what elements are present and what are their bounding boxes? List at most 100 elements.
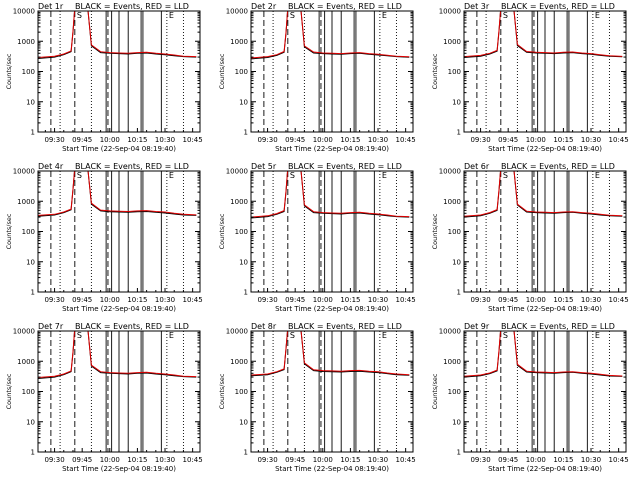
x-tick-label: 09:30 [470, 296, 490, 304]
detector-panel: S E 1 10 100 1000 10000 09:30 09:45 10:00 10:15 10:… [431, 2, 629, 153]
y-tick-label: 10 [452, 98, 461, 106]
y-tick-label: 10 [239, 258, 248, 266]
marker-label-end: E [382, 331, 387, 340]
y-tick-label: 10000 [226, 168, 248, 176]
x-tick-label: 10:15 [127, 136, 147, 144]
x-tick-label: 10:00 [526, 136, 546, 144]
x-axis-label: Start Time (22-Sep-04 08:19:40) [275, 305, 389, 313]
y-tick-label: 10000 [439, 328, 461, 336]
y-tick-label: 1 [244, 289, 248, 297]
x-tick-label: 09:30 [257, 136, 277, 144]
x-tick-label: 09:45 [498, 136, 518, 144]
y-axis-label: Counts/sec [218, 213, 226, 249]
y-tick-label: 1 [244, 129, 248, 137]
y-tick-label: 100 [22, 68, 35, 76]
marker-label-end: E [595, 11, 600, 20]
y-axis-label: Counts/sec [218, 53, 226, 89]
x-axis-label: Start Time (22-Sep-04 08:19:40) [488, 145, 602, 153]
x-tick-label: 10:15 [127, 296, 147, 304]
x-tick-label: 10:30 [155, 296, 175, 304]
y-axis-label: Counts/sec [431, 373, 439, 409]
y-tick-label: 100 [448, 388, 461, 396]
marker-label-start: S [290, 11, 295, 20]
y-tick-label: 10000 [226, 328, 248, 336]
x-tick-label: 10:00 [313, 296, 333, 304]
x-tick-label: 10:45 [183, 296, 203, 304]
y-tick-label: 100 [22, 388, 35, 396]
x-tick-label: 10:30 [155, 136, 175, 144]
x-tick-label: 09:45 [498, 296, 518, 304]
x-tick-label: 10:15 [553, 296, 573, 304]
x-tick-label: 10:30 [155, 456, 175, 464]
x-tick-label: 10:15 [340, 296, 360, 304]
y-tick-label: 10 [452, 418, 461, 426]
x-tick-label: 10:45 [396, 456, 416, 464]
x-axis-label: Start Time (22-Sep-04 08:19:40) [275, 465, 389, 473]
marker-label-start: S [503, 171, 508, 180]
detector-panel: S E 1 10 100 1000 10000 09:30 09:45 10:00 10:15 10:… [218, 2, 416, 153]
lld-series-line [38, 171, 197, 216]
x-tick-label: 10:30 [581, 136, 601, 144]
panel-title: Det 4r [38, 162, 64, 171]
x-tick-label: 10:00 [313, 136, 333, 144]
y-tick-label: 10 [239, 418, 248, 426]
x-tick-label: 09:45 [72, 136, 92, 144]
panel-title-suffix: BLACK = Events, RED = LLD [501, 322, 615, 331]
detector-panel: S E 1 10 100 1000 10000 09:30 09:45 10:00 10:15 10:… [5, 2, 203, 153]
marker-label-start: S [77, 11, 82, 20]
x-tick-label: 10:00 [100, 136, 120, 144]
x-tick-label: 10:45 [396, 136, 416, 144]
y-tick-label: 1 [31, 289, 35, 297]
panel-title-suffix: BLACK = Events, RED = LLD [501, 2, 615, 11]
x-axis-label: Start Time (22-Sep-04 08:19:40) [62, 145, 176, 153]
panel-title: Det 1r [38, 2, 64, 11]
x-tick-label: 09:45 [72, 296, 92, 304]
y-tick-label: 1 [31, 449, 35, 457]
lld-series-line [251, 11, 410, 59]
marker-label-end: E [595, 331, 600, 340]
x-tick-label: 10:45 [609, 296, 629, 304]
panel-title-suffix: BLACK = Events, RED = LLD [75, 162, 189, 171]
panel-title: Det 9r [464, 322, 490, 331]
y-tick-label: 10 [239, 98, 248, 106]
y-tick-label: 100 [448, 228, 461, 236]
marker-label-end: E [382, 171, 387, 180]
marker-label-start: S [503, 331, 508, 340]
x-tick-label: 10:15 [340, 456, 360, 464]
x-tick-label: 10:00 [526, 296, 546, 304]
x-tick-label: 09:30 [44, 456, 64, 464]
y-tick-label: 10000 [13, 328, 35, 336]
x-tick-label: 10:15 [127, 456, 147, 464]
y-tick-label: 1 [457, 129, 461, 137]
panel-title: Det 8r [251, 322, 277, 331]
lld-series-line [464, 11, 623, 58]
y-tick-label: 1000 [17, 198, 35, 206]
y-tick-label: 100 [448, 68, 461, 76]
detector-panel: S E 1 10 100 1000 10000 09:30 09:45 10:00 10:15 10:… [218, 162, 416, 313]
detector-panel: S E 1 10 100 1000 10000 09:30 09:45 10:00 10:15 10:… [431, 322, 629, 473]
x-axis-label: Start Time (22-Sep-04 08:19:40) [488, 305, 602, 313]
x-tick-label: 09:45 [72, 456, 92, 464]
y-tick-label: 1000 [17, 38, 35, 46]
panel-title: Det 7r [38, 322, 64, 331]
x-tick-label: 09:45 [498, 456, 518, 464]
detector-panel: S E 1 10 100 1000 10000 09:30 09:45 10:00 10:15 10:… [431, 162, 629, 313]
y-tick-label: 10000 [13, 8, 35, 16]
y-axis-label: Counts/sec [5, 213, 13, 249]
x-tick-label: 10:45 [183, 456, 203, 464]
y-tick-label: 1000 [443, 38, 461, 46]
marker-label-end: E [382, 11, 387, 20]
y-tick-label: 100 [22, 228, 35, 236]
x-tick-label: 09:30 [44, 296, 64, 304]
y-tick-label: 10 [26, 418, 35, 426]
x-tick-label: 09:45 [285, 296, 305, 304]
panel-title: Det 3r [464, 2, 490, 11]
lld-series-line [251, 171, 410, 218]
y-tick-label: 1000 [443, 198, 461, 206]
x-tick-label: 10:00 [526, 456, 546, 464]
x-tick-label: 09:45 [285, 456, 305, 464]
x-tick-label: 09:45 [285, 136, 305, 144]
marker-label-start: S [503, 11, 508, 20]
